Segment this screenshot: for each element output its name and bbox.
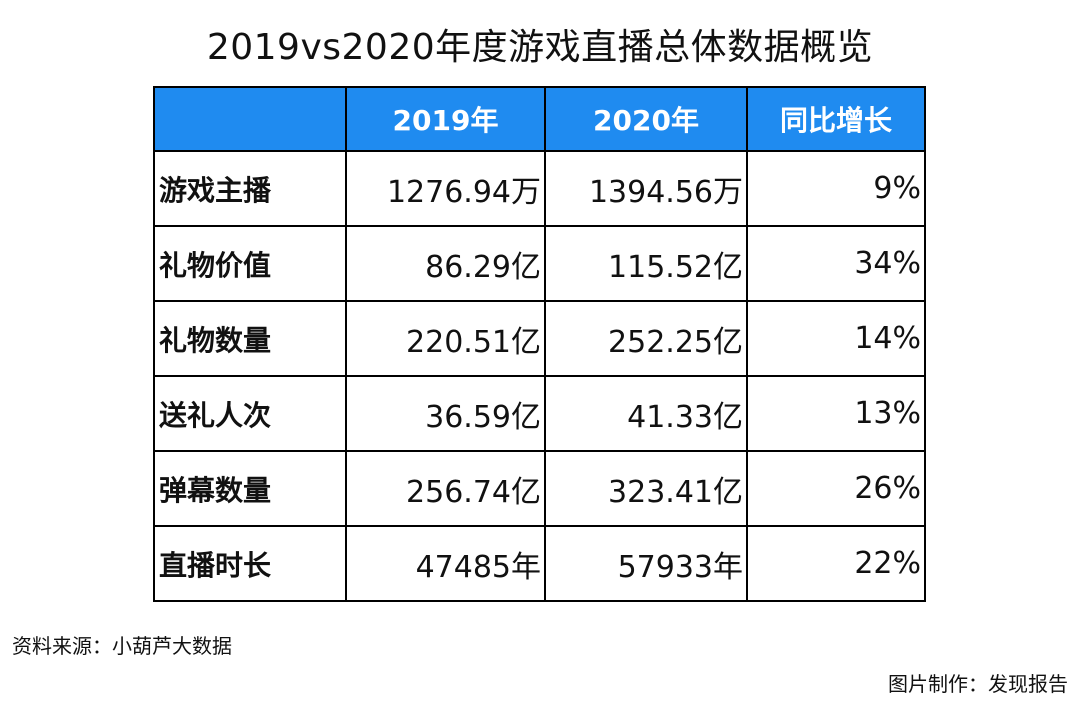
- value-2020: 1394.56万: [544, 150, 748, 227]
- value-2019: 47485年: [345, 525, 546, 602]
- value-2020: 252.25亿: [544, 300, 748, 377]
- value-2020: 323.41亿: [544, 450, 748, 527]
- table-row: 送礼人次 36.59亿 41.33亿 13%: [153, 375, 926, 452]
- table-row: 弹幕数量 256.74亿 323.41亿 26%: [153, 450, 926, 527]
- value-2019: 256.74亿: [345, 450, 546, 527]
- value-growth: 14%: [746, 300, 926, 377]
- value-2019: 36.59亿: [345, 375, 546, 452]
- value-growth: 22%: [746, 525, 926, 602]
- header-row: 2019年 2020年 同比增长: [153, 86, 926, 152]
- table-row: 游戏主播 1276.94万 1394.56万 9%: [153, 150, 926, 227]
- metric-label: 直播时长: [153, 525, 347, 602]
- header-cell-growth: 同比增长: [746, 86, 926, 152]
- value-2020: 57933年: [544, 525, 748, 602]
- header-cell-corner: [153, 86, 347, 152]
- table-row: 礼物价值 86.29亿 115.52亿 34%: [153, 225, 926, 302]
- table-row: 直播时长 47485年 57933年 22%: [153, 525, 926, 602]
- value-2019: 1276.94万: [345, 150, 546, 227]
- source-note: 资料来源：小葫芦大数据: [12, 634, 232, 658]
- metric-label: 礼物价值: [153, 225, 347, 302]
- value-growth: 34%: [746, 225, 926, 302]
- metric-label: 礼物数量: [153, 300, 347, 377]
- header-cell-2019: 2019年: [345, 86, 546, 152]
- table-row: 礼物数量 220.51亿 252.25亿 14%: [153, 300, 926, 377]
- value-2020: 41.33亿: [544, 375, 748, 452]
- data-table: 2019年 2020年 同比增长 游戏主播 1276.94万 1394.56万 …: [153, 86, 926, 602]
- metric-label: 游戏主播: [153, 150, 347, 227]
- value-2020: 115.52亿: [544, 225, 748, 302]
- credit-note: 图片制作：发现报告: [888, 672, 1068, 696]
- value-growth: 13%: [746, 375, 926, 452]
- value-growth: 26%: [746, 450, 926, 527]
- value-growth: 9%: [746, 150, 926, 227]
- header-cell-2020: 2020年: [544, 86, 748, 152]
- value-2019: 220.51亿: [345, 300, 546, 377]
- metric-label: 送礼人次: [153, 375, 347, 452]
- value-2019: 86.29亿: [345, 225, 546, 302]
- metric-label: 弹幕数量: [153, 450, 347, 527]
- chart-title: 2019vs2020年度游戏直播总体数据概览: [206, 27, 874, 68]
